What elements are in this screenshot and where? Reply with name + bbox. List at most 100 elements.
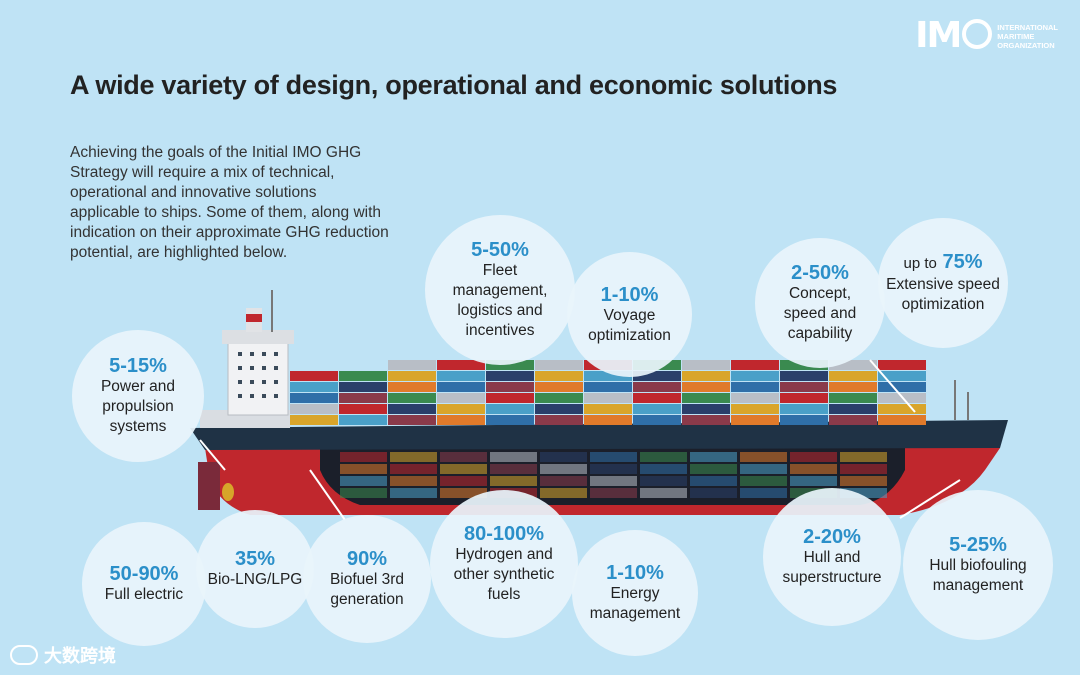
window (250, 352, 254, 356)
deck-container (339, 415, 387, 425)
window (250, 366, 254, 370)
deck-container (780, 404, 828, 414)
deck-container (731, 360, 779, 370)
solution-label: Hull biofouling management (929, 557, 1027, 594)
deck-container (829, 382, 877, 392)
superstructure-windows (238, 352, 278, 398)
funnel-stripe (246, 314, 262, 322)
deck-container (486, 360, 534, 370)
solution-value: 35% (234, 548, 276, 570)
hold-container (840, 488, 887, 498)
deck-container (535, 360, 583, 370)
deck-container (486, 382, 534, 392)
hold-container (590, 464, 637, 474)
deck-container (829, 415, 877, 425)
deck-container (535, 382, 583, 392)
hold-container (590, 452, 637, 462)
solution-value: 2-20% (803, 526, 861, 548)
deck-container (878, 371, 926, 381)
solution-value: 5-15% (109, 355, 167, 377)
deck-container (535, 371, 583, 381)
deck-container (388, 371, 436, 381)
solution-bubble-voyage-optimization: 1-10% Voyage optimization (567, 252, 692, 377)
deck-container (437, 393, 485, 403)
window (262, 380, 266, 384)
hold-container (690, 464, 737, 474)
solution-bubble-power-propulsion: 5-15% Power and propulsion systems (72, 330, 204, 462)
deck-container (290, 393, 338, 403)
hold-container (640, 476, 687, 486)
deck-container (633, 393, 681, 403)
solution-bubble-full-electric: 50-90% Full electric (82, 522, 206, 646)
hold-container (740, 464, 787, 474)
hold-container (390, 464, 437, 474)
page-title: A wide variety of design, operational an… (70, 70, 838, 100)
solution-label: Power and propulsion systems (100, 378, 176, 435)
hold-container (790, 464, 837, 474)
deck-container (388, 393, 436, 403)
solution-bubble-biofuel: 90% Biofuel 3rd generation (303, 515, 431, 643)
deck-container (633, 404, 681, 414)
hold-container (740, 476, 787, 486)
solution-label: Biofuel 3rd generation (329, 571, 405, 608)
solution-label: Extensive speed optimization (886, 276, 1000, 313)
deck-container (780, 393, 828, 403)
deck-container (486, 393, 534, 403)
solution-value: 90% (346, 548, 388, 570)
hull-deck-band (190, 420, 1008, 450)
solution-label: Energy management (589, 585, 681, 622)
deck-container (437, 415, 485, 425)
deck-container (290, 404, 338, 414)
hold-container (390, 452, 437, 462)
deck-container (829, 393, 877, 403)
deck-container (437, 382, 485, 392)
deck-container (633, 382, 681, 392)
hold-container (540, 464, 587, 474)
window (238, 394, 242, 398)
solution-value: 5-50% (471, 239, 529, 261)
hold-container (590, 476, 637, 486)
deck-container (731, 415, 779, 425)
pointer-line (199, 439, 226, 471)
solution-value: 1-10% (600, 283, 659, 306)
deck-container (878, 382, 926, 392)
hold-container (740, 488, 787, 498)
solution-bubble-hull-biofouling: 5-25% Hull biofouling management (903, 490, 1053, 640)
deck-container (731, 404, 779, 414)
solution-bubble-hydrogen: 80-100% Hydrogen and other synthetic fue… (430, 490, 578, 638)
hold-container (440, 488, 487, 498)
deck-container (682, 371, 730, 381)
hold-container (540, 476, 587, 486)
deck-container (780, 415, 828, 425)
hold-container (690, 452, 737, 462)
deck-container (633, 371, 681, 381)
deck-container (388, 360, 436, 370)
hold-container (840, 476, 887, 486)
deck-container (731, 371, 779, 381)
deck-container (290, 371, 338, 381)
solution-bubble-energy-management: 1-10% Energy management (572, 530, 698, 656)
window (250, 380, 254, 384)
deck-container (682, 404, 730, 414)
deck-container (878, 415, 926, 425)
pointer-line (869, 359, 916, 413)
hold-container (340, 488, 387, 498)
deck-container (584, 404, 632, 414)
solution-bubble-fleet-management: 5-50% Fleet management, logistics and in… (425, 215, 575, 365)
window (238, 380, 242, 384)
bridge (222, 330, 294, 344)
pointer-line (899, 479, 961, 519)
solution-label: Voyage optimization (588, 306, 671, 344)
window (274, 394, 278, 398)
hold-container (790, 476, 837, 486)
deck-container (780, 371, 828, 381)
deck-container (535, 415, 583, 425)
hold-container (340, 464, 387, 474)
window (238, 366, 242, 370)
hold-container (640, 488, 687, 498)
window (238, 352, 242, 356)
hold-container (640, 452, 687, 462)
solution-label: Concept, speed and capability (783, 285, 857, 342)
solution-value: 1-10% (606, 562, 664, 584)
